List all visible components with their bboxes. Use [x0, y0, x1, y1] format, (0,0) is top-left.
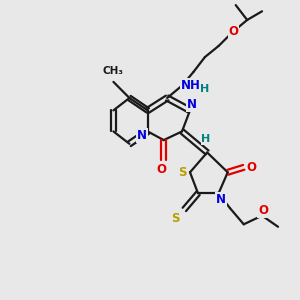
Text: S: S — [171, 212, 179, 225]
Text: N: N — [216, 193, 226, 206]
Text: N: N — [137, 129, 147, 142]
Text: O: O — [229, 25, 238, 38]
Text: O: O — [156, 163, 167, 176]
Text: N: N — [187, 98, 197, 111]
Text: CH₃: CH₃ — [103, 66, 124, 76]
Text: O: O — [247, 161, 257, 174]
Text: NH: NH — [181, 79, 201, 92]
Text: O: O — [258, 204, 268, 217]
Text: H: H — [201, 134, 211, 144]
Text: H: H — [200, 84, 209, 94]
Text: S: S — [178, 166, 186, 179]
